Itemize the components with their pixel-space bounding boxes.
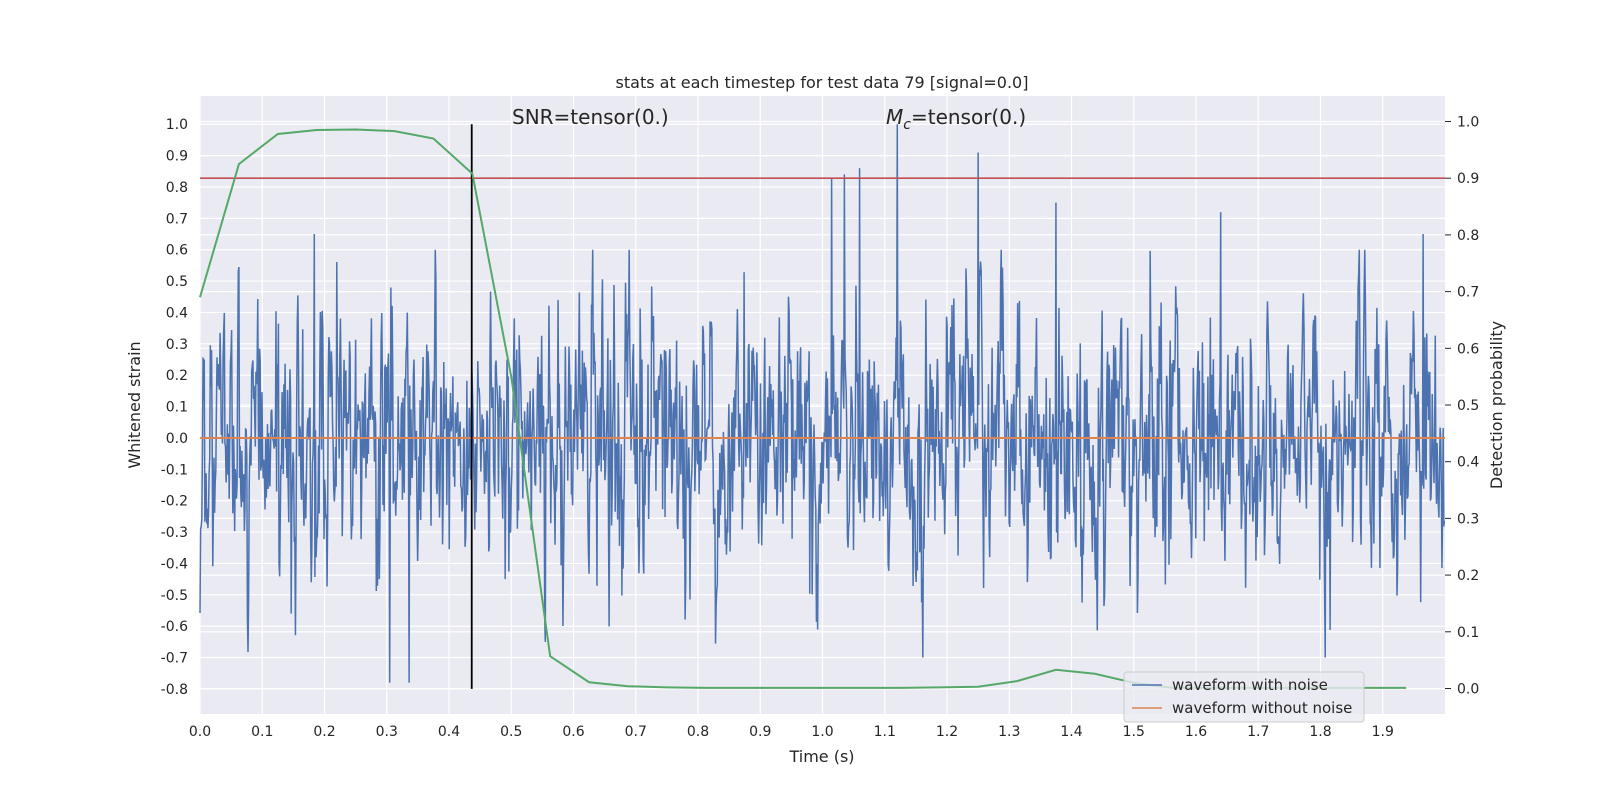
y2-tick-label: 0.4 (1457, 455, 1479, 471)
x-tick-label: 1.1 (874, 724, 896, 740)
y-tick-label: 1.0 (166, 117, 188, 133)
x-tick-label: 0.9 (749, 724, 771, 740)
y-tick-label: -0.2 (161, 494, 188, 510)
legend-box (1123, 671, 1365, 723)
chirp-mass-annotation: Mc=tensor(0.) (886, 105, 1026, 133)
x-tick-label: 1.3 (998, 724, 1020, 740)
y-tick-label: 0.3 (166, 337, 188, 353)
y-ticks-left: -0.8 -0.7 -0.6 -0.5 -0.4 -0.3 -0.2 -0.1 0.0 0.1 0.… (161, 117, 188, 698)
x-tick-label: 0.1 (251, 724, 273, 740)
y-tick-label: -0.1 (161, 462, 188, 478)
snr-annotation: SNR=tensor(0.) (512, 105, 669, 129)
x-tick-label: 1.2 (936, 724, 958, 740)
x-tick-label: 1.7 (1247, 724, 1269, 740)
y-tick-label: 0.9 (166, 149, 188, 165)
y2-axis-label: Detection probability (1487, 321, 1506, 489)
x-ticks: 0.0 0.1 0.2 0.3 0.4 0.5 0.6 0.7 0.8 0.9 1.0 1.1 1.2 1… (189, 724, 1394, 740)
y-tick-label: 0.5 (166, 274, 188, 290)
y-tick-label: -0.3 (161, 525, 188, 541)
x-tick-label: 0.8 (687, 724, 709, 740)
chirp-mass-value: =tensor(0.) (911, 105, 1026, 129)
x-tick-label: 0.0 (189, 724, 211, 740)
x-tick-label: 0.2 (313, 724, 335, 740)
x-tick-label: 0.3 (376, 724, 398, 740)
x-tick-label: 0.7 (625, 724, 647, 740)
series-waveform-with-noise (199, 124, 1446, 683)
x-tick-label: 1.8 (1309, 724, 1331, 740)
x-tick-label: 1.9 (1372, 724, 1394, 740)
y2-tick-label: 0.0 (1457, 681, 1479, 697)
y2-tick-label: 0.8 (1457, 228, 1479, 244)
x-tick-label: 0.5 (500, 724, 522, 740)
chirp-mass-subscript: c (903, 117, 911, 133)
y2-tick-label: 0.6 (1457, 341, 1479, 357)
chirp-mass-symbol: M (886, 105, 903, 129)
legend-label-clean: waveform without noise (1172, 699, 1352, 717)
plot-series (199, 124, 1446, 689)
y2-tick-label: 0.7 (1457, 285, 1479, 301)
y-tick-label: 0.8 (166, 180, 188, 196)
y2-tick-label: 0.1 (1457, 625, 1479, 641)
x-tick-label: 1.6 (1185, 724, 1207, 740)
y-tick-label: 0.2 (166, 368, 188, 384)
y-tick-label: 0.1 (166, 400, 188, 416)
y-tick-label: 0.4 (166, 305, 188, 321)
legend: waveform with noise waveform without noi… (1123, 671, 1365, 723)
chart-title: stats at each timestep for test data 79 … (616, 73, 1029, 92)
x-tick-label: 1.0 (811, 724, 833, 740)
y2-tick-label: 0.5 (1457, 398, 1479, 414)
y-tick-label: -0.6 (161, 619, 188, 635)
legend-label-noise: waveform with noise (1172, 676, 1328, 694)
y-tick-label: -0.5 (161, 588, 188, 604)
y-tick-label: 0.7 (166, 211, 188, 227)
y-axis-label: Whitened strain (125, 341, 144, 468)
y-ticks-right: 0.0 0.1 0.2 0.3 0.4 0.5 0.6 0.7 0.8 0.9 1.0 (1445, 115, 1479, 697)
x-tick-label: 0.6 (562, 724, 584, 740)
y-tick-label: -0.8 (161, 682, 188, 698)
y2-tick-label: 1.0 (1457, 115, 1479, 131)
y-tick-label: -0.4 (161, 556, 188, 572)
x-tick-label: 1.5 (1123, 724, 1145, 740)
y2-tick-label: 0.3 (1457, 511, 1479, 527)
y-tick-label: 0.0 (166, 431, 188, 447)
y-tick-label: -0.7 (161, 651, 188, 667)
x-axis-label: Time (s) (788, 747, 854, 766)
y-tick-label: 0.6 (166, 243, 188, 259)
y2-tick-label: 0.2 (1457, 568, 1479, 584)
x-tick-label: 0.4 (438, 724, 460, 740)
y2-tick-label: 0.9 (1457, 171, 1479, 187)
x-tick-label: 1.4 (1060, 724, 1082, 740)
